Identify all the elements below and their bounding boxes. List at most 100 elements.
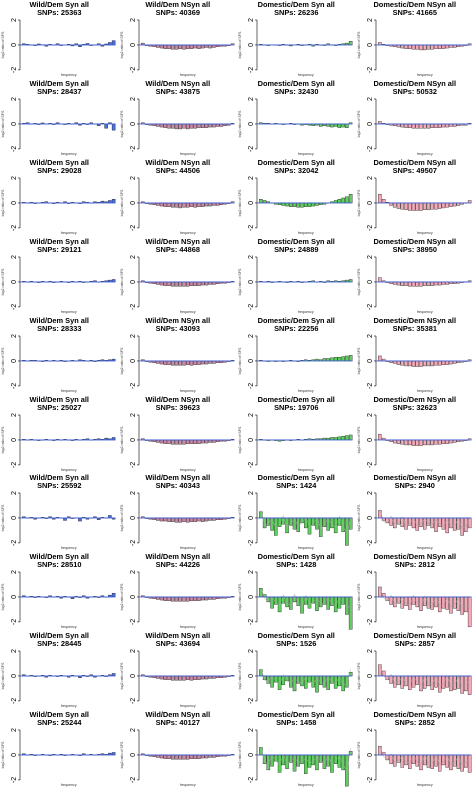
y-tick-label: -2 xyxy=(248,461,255,467)
chart-panel: 2 0 -2 log2 ratio of SFS frequency Domestic/D… xyxy=(356,552,474,631)
bar xyxy=(433,202,438,210)
bar xyxy=(385,754,389,761)
x-axis-label: frequency xyxy=(416,73,432,77)
bar xyxy=(189,439,193,444)
bar xyxy=(437,123,441,128)
bar xyxy=(411,202,415,211)
bar xyxy=(307,754,312,768)
bar xyxy=(348,434,353,440)
bar xyxy=(200,518,204,523)
x-axis-label: frequency xyxy=(298,783,314,787)
bar xyxy=(163,360,167,365)
x-axis-label: frequency xyxy=(179,73,195,77)
chart-panel: 2 0 -2 log2 ratio of SFS frequency Wild/Dem N… xyxy=(119,395,238,474)
bar xyxy=(418,281,423,287)
bar xyxy=(163,44,167,49)
y-tick-label: 2 xyxy=(248,176,255,180)
bar xyxy=(433,754,438,767)
bar xyxy=(181,123,186,129)
bar xyxy=(307,518,312,535)
x-axis-label: frequency xyxy=(298,310,314,314)
bar xyxy=(348,518,353,530)
bar xyxy=(285,518,289,534)
bar xyxy=(111,198,116,203)
bar xyxy=(166,439,171,444)
panel-title: Wild/Dem NSyn all xyxy=(145,552,211,562)
panel-title: Domestic/Dem NSyn all xyxy=(373,236,457,246)
y-tick-label: -2 xyxy=(248,777,255,783)
bar xyxy=(204,202,208,207)
y-tick-label: -2 xyxy=(130,461,137,467)
y-tick-label: 2 xyxy=(11,18,18,22)
panel-title: Domestic/Dem NSyn all xyxy=(373,0,457,9)
bar xyxy=(166,597,171,602)
bar xyxy=(259,198,263,203)
bar-chart: 2 0 -2 log2 ratio of SFS frequency xyxy=(357,18,471,77)
panel-title: Domestic/Dem Syn all xyxy=(257,157,335,167)
y-tick-label: -2 xyxy=(367,224,374,230)
y-tick-label: -2 xyxy=(130,540,137,546)
bar xyxy=(166,675,171,681)
bar xyxy=(415,439,419,446)
bar xyxy=(429,754,434,769)
bar xyxy=(452,202,456,207)
bar xyxy=(178,597,182,602)
chart-panel: 2 0 -2 log2 ratio of SFS frequency Wild/Dem S… xyxy=(0,631,119,710)
x-axis-label: frequency xyxy=(416,388,432,392)
bar-chart: 2 0 -2 log2 ratio of SFS frequency xyxy=(120,649,234,708)
y-tick-label: 0 xyxy=(130,43,137,47)
bar xyxy=(204,597,208,601)
y-axis-label: log2 ratio of SFS xyxy=(238,662,242,689)
chart-panel: 2 0 -2 log2 ratio of SFS frequency Domestic/D… xyxy=(237,710,356,789)
y-tick-label: 2 xyxy=(11,491,18,495)
y-tick-label: -2 xyxy=(130,67,137,73)
bar xyxy=(418,44,423,51)
bar xyxy=(345,123,349,128)
bar xyxy=(337,198,342,203)
bar xyxy=(330,754,334,773)
bar xyxy=(322,754,327,769)
bar xyxy=(307,202,312,207)
y-tick-label: 2 xyxy=(130,570,137,574)
bar xyxy=(418,597,423,612)
x-axis-label: frequency xyxy=(61,467,77,471)
chart-panel: 2 0 -2 log2 ratio of SFS frequency Wild/Dem S… xyxy=(0,552,119,631)
y-tick-label: 0 xyxy=(367,674,374,678)
bar xyxy=(178,518,182,523)
y-axis-label: log2 ratio of SFS xyxy=(1,583,5,610)
panel-title: Wild/Dem NSyn all xyxy=(145,315,211,325)
panel-title: Domestic/Dem NSyn all xyxy=(373,631,457,641)
panel-snp-count: SNPs: 50532 xyxy=(392,86,437,96)
bar-chart: 2 0 -2 log2 ratio of SFS frequency xyxy=(1,176,116,235)
bar-chart: 2 0 -2 log2 ratio of SFS frequency xyxy=(120,18,234,77)
panel-title: Domestic/Dem Syn all xyxy=(257,315,335,325)
bar xyxy=(444,518,449,534)
y-tick-label: -2 xyxy=(130,619,137,625)
panel-title: Wild/Dem Syn all xyxy=(29,315,89,325)
bar xyxy=(170,44,175,50)
y-tick-label: 2 xyxy=(367,570,374,574)
y-axis-label: log2 ratio of SFS xyxy=(1,347,5,374)
bar xyxy=(433,360,438,366)
y-tick-label: 0 xyxy=(248,358,255,362)
y-tick-label: 0 xyxy=(367,437,374,441)
bar-chart: 2 0 -2 log2 ratio of SFS frequency xyxy=(238,255,353,314)
bar xyxy=(426,754,430,768)
bar xyxy=(407,754,412,769)
panel-snp-count: SNPs: 2812 xyxy=(394,560,435,570)
chart-panel: 2 0 -2 log2 ratio of SFS frequency Wild/Dem S… xyxy=(0,395,119,474)
bar-chart: 2 0 -2 log2 ratio of SFS frequency xyxy=(1,412,116,471)
bar xyxy=(341,754,345,771)
bar xyxy=(178,675,182,681)
panel-title: Wild/Dem NSyn all xyxy=(145,394,211,404)
bar xyxy=(192,518,197,523)
bar xyxy=(448,675,453,692)
bar xyxy=(196,44,201,49)
bar xyxy=(348,41,353,46)
panel-title: Wild/Dem NSyn all xyxy=(145,631,211,641)
y-tick-label: 0 xyxy=(130,516,137,520)
bar xyxy=(348,193,353,203)
bar xyxy=(207,44,212,49)
bar xyxy=(163,518,167,522)
panel-snp-count: SNPs: 43875 xyxy=(155,86,200,96)
